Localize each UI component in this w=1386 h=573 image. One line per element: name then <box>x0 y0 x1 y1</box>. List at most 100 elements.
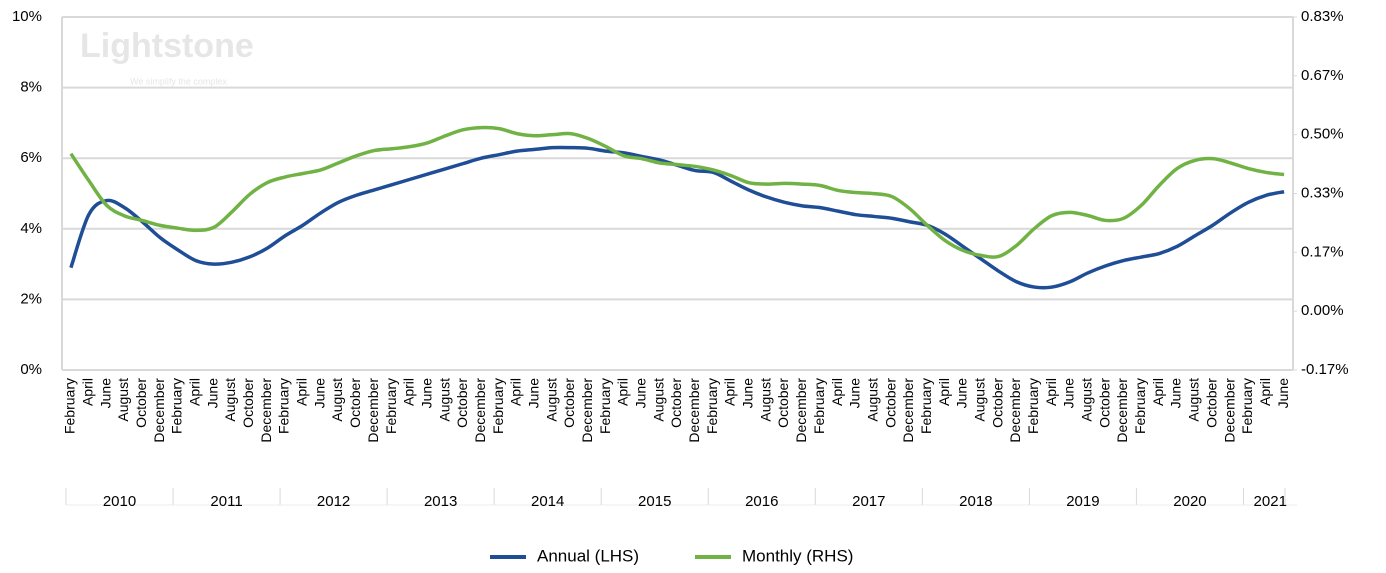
x-tick-label: August <box>971 378 987 422</box>
y2-tick-label: 0.83% <box>1301 8 1344 25</box>
x-tick-label: October <box>133 378 149 428</box>
x-tick-label: October <box>1096 378 1112 428</box>
x-group-label: 2016 <box>745 493 778 510</box>
y2-tick-label: -0.17% <box>1301 361 1349 378</box>
x-tick-label: August <box>543 378 559 422</box>
x-tick-label: October <box>561 378 577 428</box>
x-tick-label: December <box>686 378 702 443</box>
x-tick-label: August <box>1079 378 1095 422</box>
x-tick-label: June <box>204 378 220 409</box>
x-tick-label: August <box>222 378 238 422</box>
x-tick-label: December <box>258 378 274 443</box>
x-tick-label: December <box>1114 378 1130 443</box>
x-tick-label: October <box>775 378 791 428</box>
x-group-label: 2011 <box>210 493 242 510</box>
x-tick-label: December <box>1007 378 1023 443</box>
watermark: Lightstone <box>80 27 254 65</box>
x-tick-label: August <box>757 378 773 422</box>
x-tick-label: June <box>633 378 649 409</box>
x-group-label: 2020 <box>1173 493 1206 510</box>
y-tick-label: 4% <box>20 220 42 237</box>
y-tick-label: 0% <box>20 361 42 378</box>
x-tick-label: February <box>383 378 399 434</box>
x-tick-label: February <box>1025 378 1041 434</box>
line-series <box>69 145 1285 290</box>
x-tick-label: June <box>740 378 756 409</box>
x-tick-label: June <box>418 378 434 409</box>
legend-label: Annual (LHS) <box>537 546 639 565</box>
x-tick-label: December <box>900 378 916 443</box>
x-tick-label: April <box>1043 378 1059 406</box>
x-tick-label: February <box>490 378 506 434</box>
x-tick-label: December <box>1221 378 1237 443</box>
legend-label: Monthly (RHS) <box>742 546 853 565</box>
x-tick-label: December <box>151 378 167 443</box>
x-tick-label: October <box>240 378 256 428</box>
x-tick-label: October <box>454 378 470 428</box>
x-tick-label: April <box>829 378 845 406</box>
watermark-tagline: We simplify the complex <box>130 76 227 86</box>
x-group-label: 2010 <box>103 493 136 510</box>
x-tick-label: April <box>187 378 203 406</box>
x-tick-label: April <box>936 378 952 406</box>
x-group-label: 2019 <box>1066 493 1099 510</box>
x-group-label: 2013 <box>424 493 457 510</box>
x-tick-label: April <box>1257 378 1273 406</box>
x-tick-label: August <box>436 378 452 422</box>
x-tick-label: April <box>722 378 738 406</box>
x-group-label: 2015 <box>638 493 671 510</box>
x-tick-label: April <box>294 378 310 406</box>
y2-tick-label: 0.67% <box>1301 67 1344 84</box>
x-tick-label: February <box>1239 378 1255 434</box>
x-tick-label: August <box>329 378 345 422</box>
y2-tick-label: 0.33% <box>1301 184 1344 201</box>
y2-tick-label: 0.17% <box>1301 243 1344 260</box>
x-tick-label: June <box>954 378 970 409</box>
x-tick-label: June <box>1275 378 1291 409</box>
x-tick-label: October <box>347 378 363 428</box>
x-group-label: 2012 <box>317 493 350 510</box>
x-tick-label: August <box>115 378 131 422</box>
x-tick-label: February <box>1132 378 1148 434</box>
x-group-label: 2018 <box>959 493 992 510</box>
x-tick-label: April <box>615 378 631 406</box>
y-tick-label: 6% <box>20 149 42 166</box>
x-tick-label: December <box>793 378 809 443</box>
x-tick-label: June <box>97 378 113 409</box>
x-group-label: 2021 <box>1254 493 1287 510</box>
x-tick-label: April <box>79 378 95 406</box>
x-tick-label: April <box>1150 378 1166 406</box>
x-tick-label: October <box>668 378 684 428</box>
line-series <box>69 125 1285 259</box>
x-tick-label: October <box>882 378 898 428</box>
x-tick-label: February <box>811 378 827 434</box>
x-tick-label: June <box>1061 378 1077 409</box>
x-tick-label: October <box>989 378 1005 428</box>
x-tick-label: February <box>276 378 292 434</box>
x-tick-label: June <box>525 378 541 409</box>
x-tick-label: August <box>650 378 666 422</box>
x-tick-label: August <box>1186 378 1202 422</box>
y-tick-label: 2% <box>20 290 42 307</box>
x-tick-label: December <box>472 378 488 443</box>
x-group-label: 2014 <box>531 493 564 510</box>
y2-tick-label: 0.50% <box>1301 126 1344 143</box>
x-tick-label: August <box>864 378 880 422</box>
x-tick-label: June <box>311 378 327 409</box>
x-tick-label: October <box>1203 378 1219 428</box>
x-tick-label: December <box>579 378 595 443</box>
x-tick-label: February <box>597 378 613 434</box>
x-tick-label: February <box>704 378 720 434</box>
x-tick-label: April <box>401 378 417 406</box>
y-tick-label: 10% <box>12 8 42 25</box>
y-tick-label: 8% <box>20 79 42 96</box>
x-tick-label: June <box>847 378 863 409</box>
x-group-label: 2017 <box>852 493 885 510</box>
x-tick-label: June <box>1168 378 1184 409</box>
x-tick-label: February <box>169 378 185 434</box>
y2-tick-label: 0.00% <box>1301 302 1344 319</box>
x-tick-label: February <box>918 378 934 434</box>
x-tick-label: December <box>365 378 381 443</box>
